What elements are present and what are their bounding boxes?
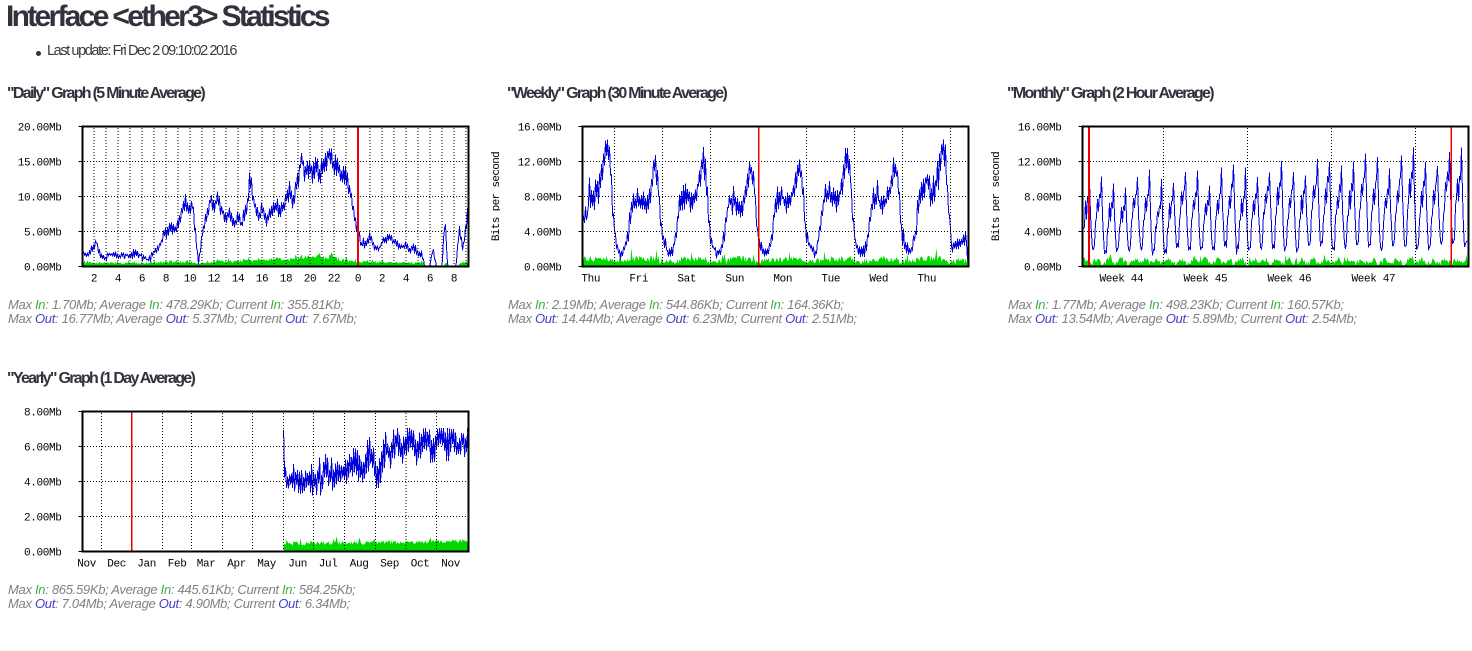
- svg-text:14: 14: [232, 274, 245, 286]
- svg-text:May: May: [257, 559, 277, 571]
- svg-text:2.00Mb: 2.00Mb: [24, 513, 62, 525]
- svg-text:4.00Mb: 4.00Mb: [524, 228, 562, 240]
- svg-text:Week 46: Week 46: [1268, 274, 1312, 286]
- svg-text:5.00Mb: 5.00Mb: [24, 228, 62, 240]
- svg-text:2: 2: [379, 274, 385, 286]
- svg-text:Apr: Apr: [227, 559, 246, 571]
- svg-text:0.00Mb: 0.00Mb: [524, 263, 562, 275]
- svg-text:Week 47: Week 47: [1352, 274, 1396, 286]
- svg-text:Mon: Mon: [773, 274, 792, 286]
- svg-text:16: 16: [256, 274, 269, 286]
- svg-text:12.00Mb: 12.00Mb: [518, 158, 562, 170]
- svg-text:Jun: Jun: [288, 559, 307, 571]
- svg-text:Bits per second: Bits per second: [491, 152, 500, 241]
- svg-text:4.00Mb: 4.00Mb: [1024, 228, 1062, 240]
- svg-text:20.00Mb: 20.00Mb: [18, 123, 62, 135]
- svg-text:0.00Mb: 0.00Mb: [1024, 263, 1062, 275]
- svg-text:10.00Mb: 10.00Mb: [18, 193, 62, 205]
- svg-text:12.00Mb: 12.00Mb: [1018, 158, 1062, 170]
- svg-text:16.00Mb: 16.00Mb: [1018, 123, 1062, 135]
- svg-text:10: 10: [184, 274, 197, 286]
- svg-text:Week 44: Week 44: [1100, 274, 1145, 286]
- svg-text:Feb: Feb: [168, 559, 187, 571]
- svg-text:0.00Mb: 0.00Mb: [24, 548, 62, 560]
- svg-text:Sat: Sat: [677, 274, 696, 286]
- svg-text:8.00Mb: 8.00Mb: [24, 408, 62, 420]
- svg-text:4: 4: [115, 274, 122, 286]
- svg-text:Nov: Nov: [441, 559, 461, 571]
- svg-text:Mar: Mar: [197, 559, 216, 571]
- svg-text:Dec: Dec: [107, 559, 126, 571]
- svg-text:6: 6: [139, 274, 145, 286]
- svg-text:Sun: Sun: [725, 274, 744, 286]
- svg-text:Jul: Jul: [319, 559, 338, 571]
- svg-text:Thu: Thu: [917, 274, 936, 286]
- svg-text:Jan: Jan: [137, 559, 156, 571]
- svg-text:8: 8: [451, 274, 457, 286]
- svg-text:16.00Mb: 16.00Mb: [518, 123, 562, 135]
- svg-text:8: 8: [163, 274, 169, 286]
- svg-text:Fri: Fri: [629, 274, 649, 286]
- svg-text:Nov: Nov: [77, 559, 97, 571]
- svg-text:Bits per second: Bits per second: [991, 152, 1000, 241]
- svg-text:Sep: Sep: [380, 559, 399, 571]
- svg-text:2: 2: [91, 274, 97, 286]
- svg-text:22: 22: [328, 274, 341, 286]
- svg-text:0.00Mb: 0.00Mb: [24, 263, 62, 275]
- svg-text:Aug: Aug: [350, 559, 369, 571]
- svg-text:Oct: Oct: [411, 559, 430, 571]
- svg-text:12: 12: [208, 274, 221, 286]
- svg-text:Week 45: Week 45: [1184, 274, 1228, 286]
- svg-text:18: 18: [280, 274, 293, 286]
- svg-text:8.00Mb: 8.00Mb: [524, 193, 562, 205]
- svg-text:0: 0: [355, 274, 361, 286]
- svg-text:4.00Mb: 4.00Mb: [24, 478, 62, 490]
- svg-text:Thu: Thu: [581, 274, 600, 286]
- svg-text:4: 4: [403, 274, 410, 286]
- svg-text:Tue: Tue: [821, 274, 840, 286]
- svg-text:6.00Mb: 6.00Mb: [24, 443, 62, 455]
- svg-text:8.00Mb: 8.00Mb: [1024, 193, 1062, 205]
- svg-text:20: 20: [304, 274, 317, 286]
- svg-text:6: 6: [427, 274, 433, 286]
- svg-text:Wed: Wed: [869, 274, 888, 286]
- svg-text:15.00Mb: 15.00Mb: [18, 158, 62, 170]
